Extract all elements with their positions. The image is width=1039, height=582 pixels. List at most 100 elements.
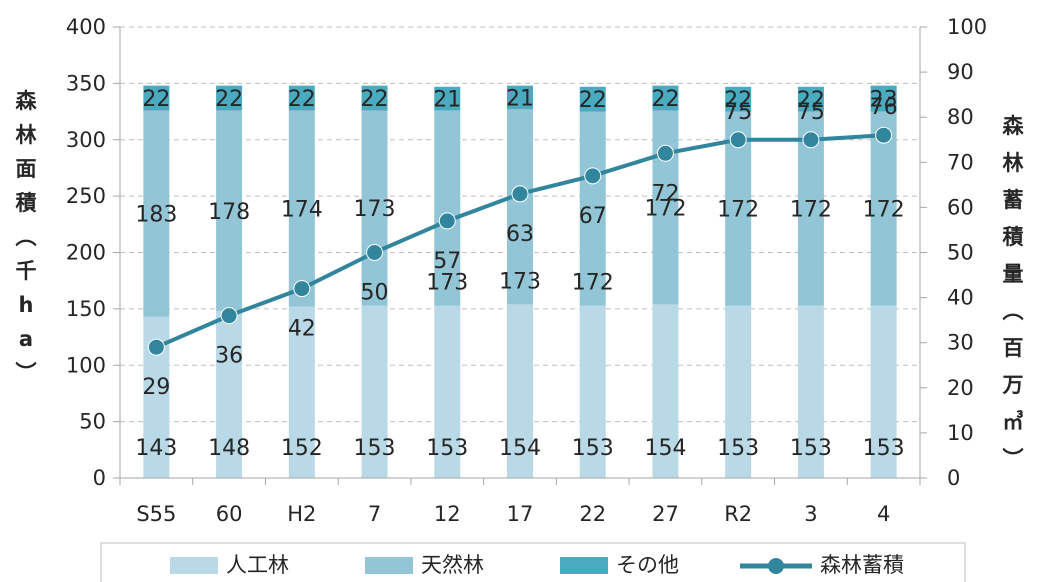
x-tick-label: H2 <box>287 502 316 526</box>
bar-planted <box>361 305 388 478</box>
bar-other <box>288 85 315 111</box>
legend-swatch-planted <box>170 557 218 574</box>
data-label-forest-stock: 75 <box>724 100 752 125</box>
data-label-natural: 172 <box>863 198 905 223</box>
bar-natural <box>216 110 243 312</box>
bar-natural <box>288 110 315 307</box>
left-tick-label: 200 <box>66 241 106 265</box>
bar-natural <box>361 110 388 306</box>
bar-other <box>579 86 606 112</box>
bar-planted <box>797 305 824 478</box>
y-axis-left-title-char: h <box>19 293 34 317</box>
legend-swatch-other <box>560 557 608 574</box>
data-label-natural: 172 <box>790 198 832 223</box>
legend-marker-forest-stock <box>768 558 784 574</box>
data-label-planted: 154 <box>644 436 686 461</box>
bar-other <box>361 85 388 111</box>
x-tick-label: 3 <box>804 502 817 526</box>
data-label-other: 21 <box>506 86 534 111</box>
data-label-forest-stock: 75 <box>797 100 825 125</box>
bar-other <box>507 85 533 110</box>
data-label-other: 22 <box>142 87 170 112</box>
right-tick-label: 30 <box>947 331 974 355</box>
bar-planted <box>507 304 533 478</box>
bar-planted <box>652 304 679 478</box>
line-point <box>147 338 165 356</box>
axes: 0501001502002503003504000102030405060708… <box>66 15 987 526</box>
right-tick-label: 10 <box>947 421 974 445</box>
line-point <box>438 212 456 230</box>
data-label-natural: 172 <box>572 270 614 295</box>
data-label-natural: 173 <box>354 197 396 222</box>
data-label-forest-stock: 76 <box>870 95 898 120</box>
data-label-other: 22 <box>724 88 752 113</box>
x-tick-label: S55 <box>136 502 176 526</box>
right-tick-label: 40 <box>947 286 974 310</box>
bar-planted <box>434 305 461 478</box>
data-label-forest-stock: 42 <box>288 317 316 342</box>
data-label-planted: 152 <box>281 436 323 461</box>
legend-label-planted: 人工林 <box>226 553 289 577</box>
left-tick-label: 300 <box>66 128 106 152</box>
bar-other <box>434 86 461 111</box>
data-label-forest-stock: 72 <box>651 181 679 206</box>
x-tick-label: R2 <box>724 502 752 526</box>
legend-label-forest-stock: 森林蓄積 <box>820 553 904 577</box>
line-point <box>656 144 674 162</box>
y-axis-left-title: 森林面積 ︵ 千 h a ︶ <box>16 89 38 385</box>
left-tick-label: 0 <box>93 466 106 490</box>
line-point <box>511 185 529 203</box>
line-point <box>220 307 238 325</box>
legend-box <box>100 542 966 582</box>
data-label-forest-stock: 50 <box>361 281 389 306</box>
y-axis-right-title-char: 量 <box>1003 262 1024 286</box>
line-point <box>875 126 893 144</box>
right-tick-label: 20 <box>947 376 974 400</box>
y-axis-left-title-char: 積 <box>16 191 38 215</box>
data-label-planted: 143 <box>135 436 177 461</box>
bar-other <box>143 85 170 111</box>
legend: 人工林 天然林 その他 森林蓄積 <box>100 542 966 582</box>
data-label-other: 21 <box>433 88 461 113</box>
left-tick-label: 150 <box>66 297 106 321</box>
data-label-planted: 153 <box>863 436 905 461</box>
right-tick-label: 0 <box>947 466 960 490</box>
bar-other <box>870 85 897 112</box>
y-axis-right-title-char: ︶ <box>1003 447 1024 471</box>
line-point <box>293 280 311 298</box>
data-label-planted: 153 <box>354 436 396 461</box>
line-point <box>729 131 747 149</box>
line-area <box>147 126 893 356</box>
y-axis-left-title-char: ︵ <box>16 225 37 249</box>
x-tick-label: 4 <box>877 502 890 526</box>
data-label-other: 22 <box>579 88 607 113</box>
y-axis-left-title: 森林面積 ︵ 千 h a ︶ <box>16 89 38 385</box>
right-tick-label: 100 <box>947 15 987 39</box>
data-labels: 143 183 22 148 178 22 152 174 22 153 173 22 153 173 21… <box>135 86 904 461</box>
bar-natural <box>143 110 170 317</box>
y-axis-right-title-char: 万 <box>1002 373 1024 397</box>
left-tick-label: 250 <box>66 184 106 208</box>
bar-natural <box>870 111 897 306</box>
right-tick-label: 50 <box>947 241 974 265</box>
data-label-other: 22 <box>797 88 825 113</box>
y-axis-right-title: 森林蓄積量 ︵ 百万㎥ ︶ <box>1002 114 1025 471</box>
data-label-other: 23 <box>870 88 898 113</box>
bar-planted <box>870 305 897 478</box>
y-axis-right-title-char: 森 <box>1003 114 1025 138</box>
data-label-forest-stock: 63 <box>506 222 534 247</box>
data-label-forest-stock: 29 <box>142 375 170 400</box>
data-label-natural: 172 <box>644 196 686 221</box>
data-label-planted: 153 <box>717 436 759 461</box>
line-point <box>584 167 602 185</box>
data-label-planted: 148 <box>208 436 250 461</box>
bar-natural <box>579 111 606 306</box>
y-axis-right-title-char: ㎥ <box>1003 410 1024 434</box>
data-label-forest-stock: 67 <box>579 204 607 229</box>
y-axis-left-title-char: 千 <box>16 259 37 283</box>
bar-natural <box>507 109 533 305</box>
legend-label-other: その他 <box>616 553 679 577</box>
data-label-planted: 153 <box>790 436 832 461</box>
x-tick-label: 60 <box>216 502 243 526</box>
data-label-natural: 172 <box>717 198 759 223</box>
